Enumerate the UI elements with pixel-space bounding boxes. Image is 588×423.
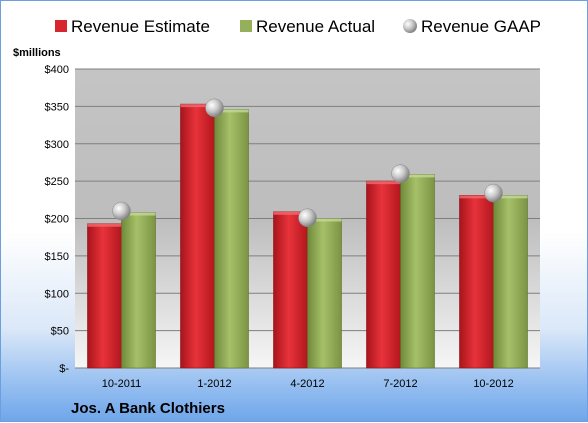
bar-top-highlight	[307, 218, 342, 222]
y-axis-unit-label: $millions	[13, 47, 61, 59]
legend-swatch-revenue-gaap	[403, 19, 417, 33]
bar-top-highlight	[366, 181, 401, 185]
x-tick-label: 1-2012	[197, 378, 231, 390]
y-tick-label: $400	[45, 64, 69, 76]
bar-revenue-estimate	[87, 223, 122, 369]
bar-top-highlight	[273, 211, 308, 215]
bar-top-highlight	[180, 104, 215, 108]
bar-revenue-estimate	[180, 103, 215, 369]
bar-revenue-actual	[121, 212, 156, 369]
bar-top-highlight	[87, 223, 122, 227]
legend: Revenue Estimate Revenue Actual Revenue …	[55, 17, 541, 36]
legend-label-revenue-gaap: Revenue GAAP	[421, 17, 541, 36]
y-tick-label: $250	[45, 176, 69, 188]
bar-top-highlight	[214, 109, 249, 113]
bar-revenue-estimate	[273, 211, 308, 369]
y-tick-label: $100	[45, 288, 69, 300]
bar-top-highlight	[121, 212, 156, 216]
bar-top-highlight	[459, 195, 494, 199]
bar-revenue-actual	[493, 195, 528, 369]
y-axis-ticks: $- $50 $100 $150 $200 $250 $300 $350 $400	[45, 64, 70, 375]
company-name: Jos. A Bank Clothiers	[71, 400, 225, 417]
bar-revenue-estimate	[459, 195, 494, 369]
y-tick-label: $50	[51, 326, 69, 338]
bar-revenue-actual	[214, 109, 249, 369]
bar-top-highlight	[400, 174, 435, 178]
bars	[87, 103, 528, 369]
x-tick-label: 4-2012	[290, 378, 324, 390]
bar-revenue-actual	[307, 218, 342, 369]
y-tick-label: $200	[45, 214, 69, 226]
marker-revenue-gaap	[298, 208, 317, 228]
x-tick-label: 10-2012	[473, 378, 513, 390]
marker-revenue-gaap	[112, 201, 131, 221]
marker-revenue-gaap	[205, 98, 224, 118]
marker-revenue-gaap	[391, 164, 410, 183]
y-tick-label: $300	[45, 139, 69, 151]
legend-label-revenue-estimate: Revenue Estimate	[71, 17, 210, 36]
bar-revenue-estimate	[366, 180, 401, 369]
y-tick-label: $-	[59, 363, 69, 375]
bar-revenue-actual	[400, 174, 435, 369]
y-tick-label: $150	[45, 251, 69, 263]
x-tick-label: 7-2012	[383, 378, 417, 390]
y-tick-label: $350	[45, 101, 69, 113]
legend-label-revenue-actual: Revenue Actual	[256, 17, 375, 36]
marker-revenue-gaap	[484, 183, 503, 203]
gaap-markers	[112, 98, 503, 228]
legend-swatch-revenue-estimate	[55, 20, 67, 32]
x-tick-label: 10-2011	[102, 378, 142, 390]
legend-swatch-revenue-actual	[240, 20, 252, 32]
bar-top-highlight	[493, 195, 528, 199]
x-axis-ticks: 10-2011 1-2012 4-2012 7-2012 10-2012	[102, 378, 514, 390]
